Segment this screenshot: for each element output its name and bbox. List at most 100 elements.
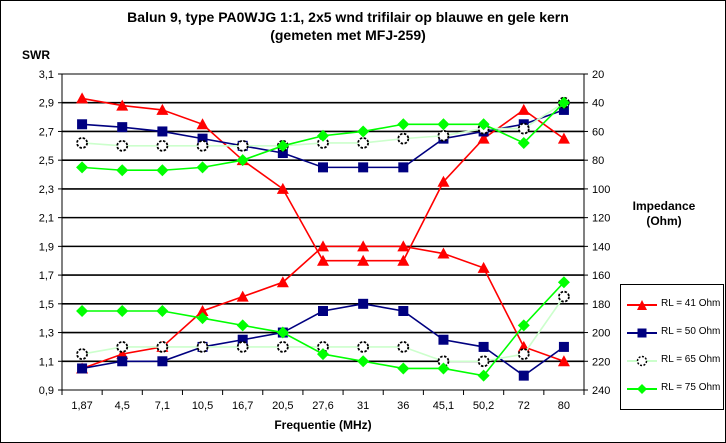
square-marker: [157, 356, 168, 367]
triangle-marker: [437, 247, 450, 259]
x-tick-label: 1,87: [71, 400, 92, 412]
y-left-tick-label: 3,1: [39, 69, 54, 81]
square-marker: [518, 370, 529, 381]
x-tick-label: 80: [558, 400, 570, 412]
square-marker: [478, 341, 489, 352]
diamond-marker: [557, 276, 570, 289]
diamond-marker: [116, 164, 129, 177]
triangle-marker: [357, 240, 370, 252]
y-right-tick-label: 20: [592, 69, 604, 81]
diamond-marker: [317, 348, 329, 361]
circle-marker: [76, 137, 88, 149]
circle-marker: [517, 348, 530, 360]
plot-area: 0,9 20 1,1 40 1,3 60 1,5 80 1,7 100 1,9 120 2,1 140 2,…: [39, 69, 611, 412]
diamond-marker: [477, 118, 490, 131]
square-marker: [358, 162, 369, 173]
square-marker: [77, 363, 88, 374]
circle-marker: [116, 341, 129, 353]
circle-marker: [558, 290, 570, 303]
x-axis-label: Frequentie (MHz): [274, 418, 371, 432]
y-left-tick-label: 2,1: [39, 213, 54, 225]
circle-marker: [357, 137, 370, 149]
triangle-marker: [397, 240, 410, 252]
y-left-tick-label: 1,1: [39, 356, 54, 368]
square-marker: [117, 122, 128, 133]
circle-marker: [477, 355, 490, 368]
triangle-marker: [437, 175, 450, 187]
square-marker: [117, 356, 128, 367]
triangle-marker-icon: [637, 300, 647, 310]
square-marker: [398, 162, 409, 173]
chart-subtitle: (gemeten met MFJ-259): [270, 27, 426, 43]
legend-label: RL = 75 Ohm: [661, 382, 721, 393]
diamond-marker: [557, 96, 570, 109]
x-tick-label: 72: [518, 400, 530, 412]
y-left-tick-label: 1,3: [39, 328, 54, 340]
circle-marker: [357, 341, 370, 353]
legend-item-rl75: RL = 75 Ohm: [621, 379, 723, 399]
circle-marker: [76, 348, 88, 360]
legend-label: RL = 50 Ohm: [661, 326, 721, 337]
triangle-marker: [557, 132, 570, 144]
triangle-marker: [196, 305, 209, 316]
diamond-marker: [156, 305, 169, 317]
chart-title: Balun 9, type PA0WJG 1:1, 2x5 wnd trifil…: [127, 9, 569, 25]
y-right-tick-label: 160: [592, 270, 610, 282]
circle-marker: [196, 341, 209, 353]
diamond-marker: [357, 125, 370, 138]
square-marker: [318, 162, 328, 173]
y-axis-right-label-line1: Impedance: [633, 199, 696, 213]
x-tick-label: 50,2: [473, 400, 494, 412]
triangle-marker: [276, 276, 289, 288]
triangle-marker: [156, 103, 169, 115]
diamond-marker: [397, 118, 410, 131]
y-left-tick-label: 0,9: [39, 385, 54, 397]
diamond-marker: [317, 129, 329, 142]
x-tick-label: 36: [397, 400, 409, 412]
diamond-marker: [236, 319, 249, 332]
square-marker: [318, 306, 328, 316]
triangle-marker: [116, 99, 129, 111]
diamond-marker: [397, 362, 410, 375]
square-marker: [398, 306, 409, 316]
triangle-marker: [397, 254, 410, 266]
legend: RL = 41 Ohm RL = 50 Ohm RL = 65 Ohm RL =…: [620, 284, 724, 410]
triangle-marker: [317, 254, 329, 266]
plot-background: [61, 73, 585, 391]
triangle-marker: [276, 182, 289, 194]
x-tick-label: 4,5: [115, 400, 130, 412]
diamond-marker: [357, 355, 370, 368]
triangle-marker: [477, 261, 490, 273]
diamond-marker: [477, 369, 490, 382]
circle-marker: [156, 341, 169, 353]
legend-label: RL = 65 Ohm: [661, 354, 721, 365]
circle-marker: [156, 139, 169, 152]
legend-item-rl50: RL = 50 Ohm: [621, 323, 723, 343]
y-left-tick-label: 1,9: [39, 241, 54, 253]
square-marker: [438, 334, 449, 345]
square-marker: [358, 298, 369, 309]
y-right-tick-label: 200: [592, 328, 610, 340]
y-right-tick-label: 60: [592, 126, 604, 138]
y-right-tick-label: 80: [592, 155, 604, 167]
x-tick-label: 31: [357, 400, 369, 412]
circle-marker: [517, 122, 530, 135]
circle-marker: [397, 132, 410, 145]
x-tick-label: 20,5: [272, 400, 293, 412]
square-marker: [197, 133, 208, 144]
legend-label: RL = 41 Ohm: [661, 298, 721, 309]
circle-marker: [236, 341, 249, 353]
square-marker: [237, 334, 248, 345]
x-tick-label: 45,1: [433, 400, 454, 412]
diamond-marker: [116, 305, 129, 317]
x-tick-label: 10,5: [192, 400, 213, 412]
y-left-tick-label: 2,3: [39, 184, 54, 196]
circle-marker: [437, 129, 450, 142]
diamond-marker: [276, 139, 289, 152]
x-tick-label: 16,7: [232, 400, 253, 412]
diamond-marker: [196, 312, 209, 325]
triangle-marker: [557, 355, 570, 367]
triangle-marker: [477, 132, 490, 144]
y-left-tick-label: 2,9: [39, 98, 54, 110]
square-marker: [558, 104, 569, 115]
